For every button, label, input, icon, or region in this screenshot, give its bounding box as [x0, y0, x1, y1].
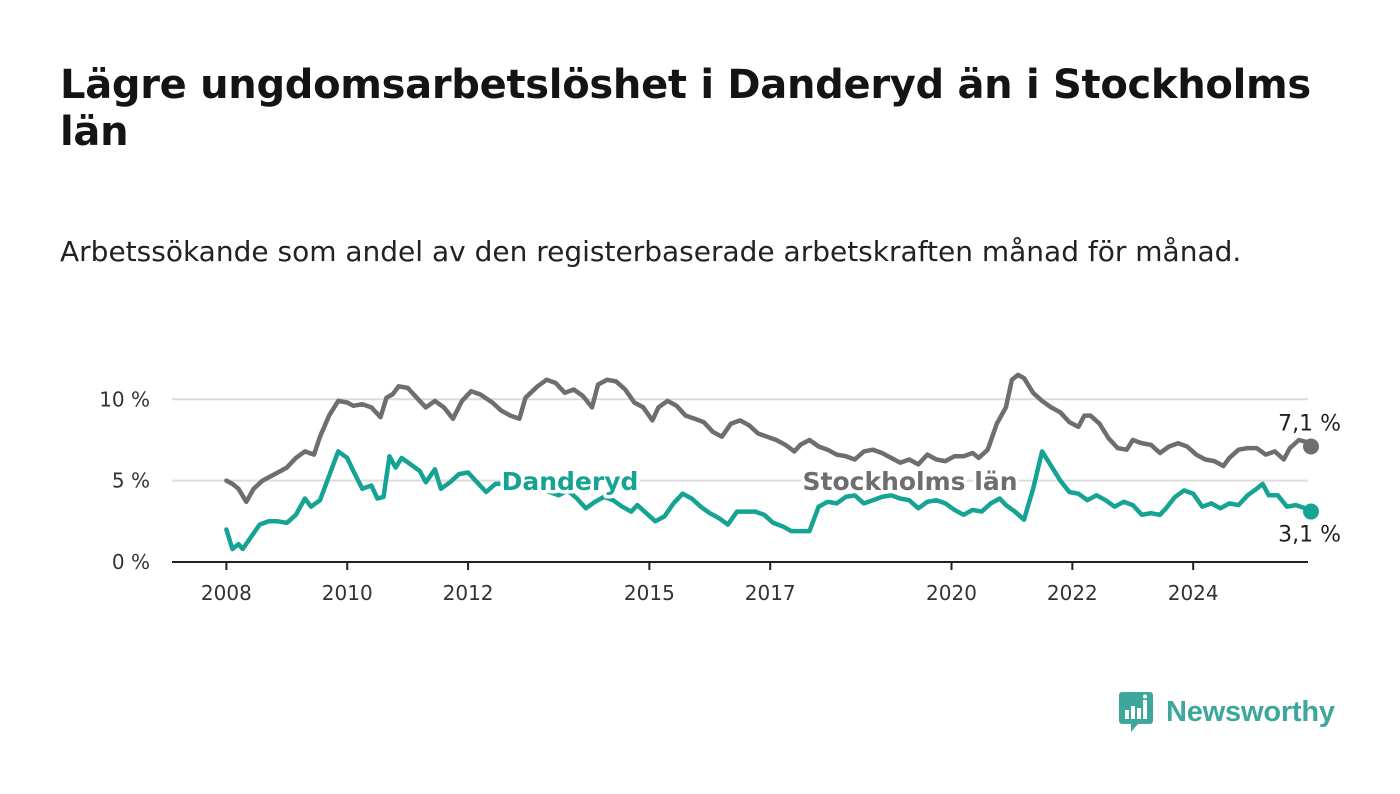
- series-end-point-danderyd: [1303, 503, 1320, 520]
- newsworthy-logo-icon: [1119, 692, 1153, 732]
- y-tick-label: 0 %: [112, 550, 150, 574]
- newsworthy-logo-text: Newsworthy: [1166, 695, 1335, 728]
- chart-subtitle: Arbetssökande som andel av den registerb…: [60, 235, 1242, 268]
- x-tick-label: 2012: [443, 581, 494, 605]
- x-tick-label: 2010: [322, 581, 373, 605]
- x-tick-label: 2024: [1168, 581, 1219, 605]
- series-label-stockholms-lan: Stockholms län: [803, 467, 1018, 496]
- series-end-point-stockholms-lan: [1303, 438, 1320, 455]
- newsworthy-logo: Newsworthy: [1118, 690, 1335, 734]
- grid-layer: [172, 398, 1308, 482]
- x-tick-label: 2022: [1047, 581, 1098, 605]
- label-layer: 7,1 % 3,1 % Stockholms län Danderyd: [498, 411, 1341, 548]
- end-value-label-stockholms-lan: 7,1 %: [1278, 411, 1341, 436]
- x-tick-label: 2015: [624, 581, 675, 605]
- series-layer: [224, 372, 1320, 552]
- y-tick-label: 5 %: [112, 469, 150, 493]
- chart-title: Lägre ungdomsarbetslöshet i Danderyd än …: [60, 62, 1311, 155]
- axis-layer: 0 % 5 % 10 % 2008 2010 2012 2015 2017 2020 2022 20…: [99, 387, 1308, 605]
- line-chart: 0 % 5 % 10 % 2008 2010 2012 2015 2017 2020 2022 20…: [99, 372, 1341, 605]
- x-tick-label: 2008: [201, 581, 252, 605]
- series-line-danderyd: [224, 449, 1314, 552]
- series-label-danderyd: Danderyd: [502, 467, 639, 496]
- x-tick-label: 2017: [745, 581, 796, 605]
- series-line-stockholms-lan: [224, 372, 1314, 505]
- y-tick-label: 10 %: [99, 387, 150, 411]
- x-tick-label: 2020: [926, 581, 977, 605]
- end-value-label-danderyd: 3,1 %: [1278, 523, 1341, 548]
